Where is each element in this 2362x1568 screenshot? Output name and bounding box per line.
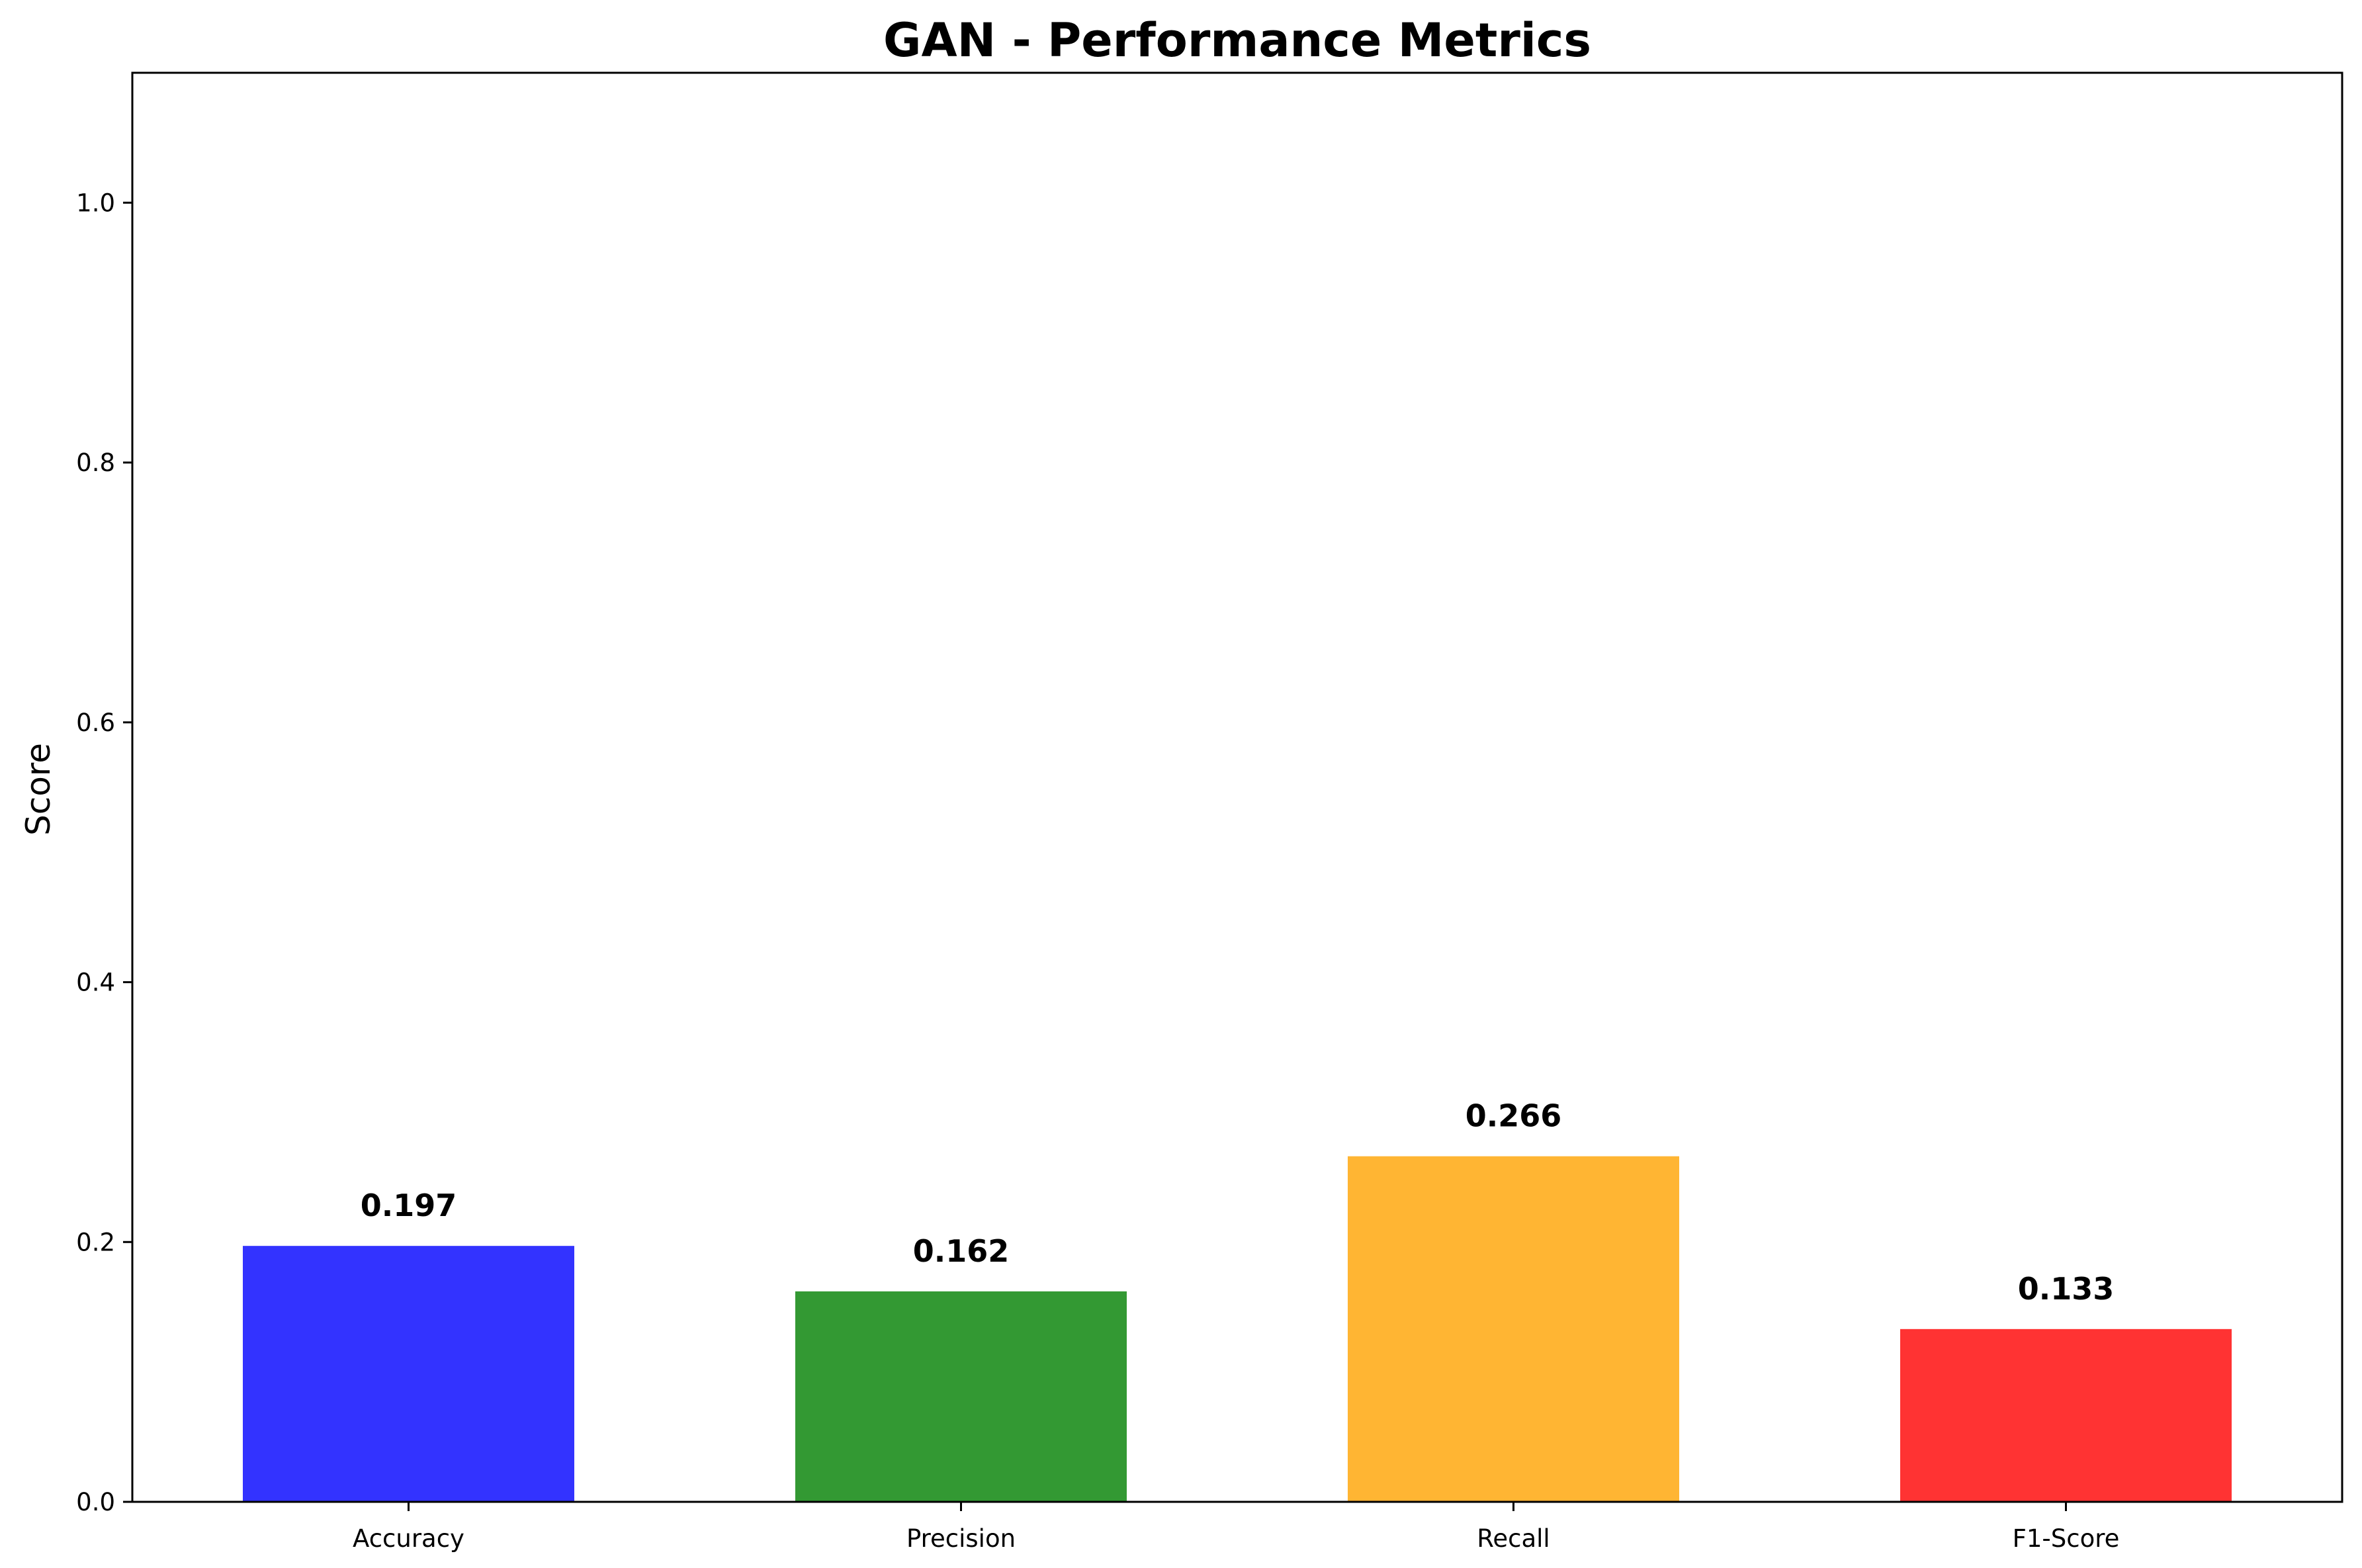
value-label: 0.162 [913, 1233, 1010, 1269]
bar-accuracy [243, 1246, 574, 1502]
x-axis: Accuracy Precision Recall F1-Score [353, 1502, 2119, 1553]
plot-area-frame [131, 71, 2343, 1503]
bar-precision [795, 1291, 1127, 1502]
chart-title: GAN - Performance Metrics [883, 13, 1591, 67]
bar-recall [1348, 1156, 1679, 1502]
y-axis-label: Score [19, 743, 58, 836]
x-tick-label: F1-Score [2013, 1524, 2120, 1553]
value-label: 0.266 [1465, 1098, 1562, 1134]
x-tick-label: Precision [906, 1524, 1016, 1553]
y-tick-label: 0.4 [76, 969, 115, 997]
y-tick-label: 0.6 [76, 709, 115, 737]
value-label: 0.197 [361, 1188, 457, 1223]
bar-f1-score [1900, 1328, 2232, 1502]
y-tick-label: 0.0 [76, 1488, 115, 1516]
y-tick-label: 1.0 [76, 189, 115, 217]
bars-layer [243, 1156, 2232, 1502]
y-axis: 0.0 0.2 0.4 0.6 0.8 1.0 [76, 189, 132, 1516]
y-tick-label: 0.2 [76, 1228, 115, 1256]
x-tick-label: Recall [1477, 1524, 1550, 1553]
x-tick-label: Accuracy [353, 1524, 464, 1553]
value-label: 0.133 [2018, 1271, 2115, 1307]
value-labels-layer: 0.197 0.162 0.266 0.133 [361, 1098, 2115, 1307]
y-tick-label: 0.8 [76, 449, 115, 477]
